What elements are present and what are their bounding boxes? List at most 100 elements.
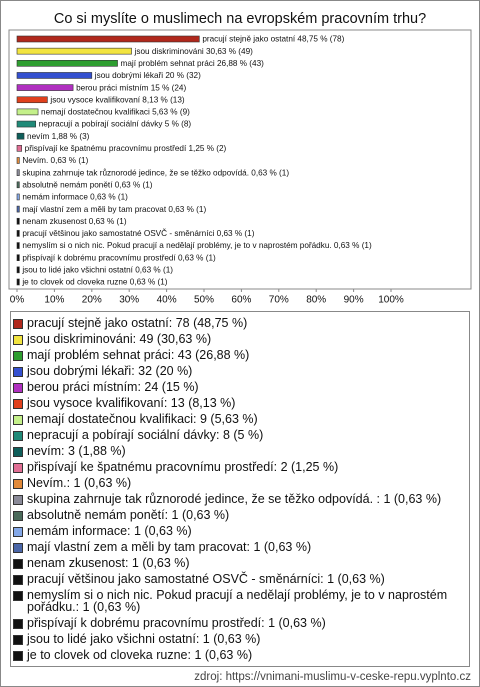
- legend-item: jsou to lidé jako všichni ostatní: 1 (0,…: [11, 633, 469, 645]
- x-tick-label: 40%: [157, 295, 177, 306]
- bar: [16, 217, 20, 225]
- legend-label: je to clovek od cloveka ruzne: 1 (0,63 %…: [27, 648, 253, 662]
- legend-swatch: [13, 399, 23, 409]
- data-label: nevím 1,88 % (3): [27, 132, 90, 141]
- plot-frame: [8, 29, 472, 290]
- legend-item: nemají dostatečnou kvalifikaci: 9 (5,63 …: [11, 413, 469, 425]
- legend-swatch: [13, 651, 23, 661]
- data-label: nemyslím si o nich nic. Pokud pracují a …: [22, 241, 372, 250]
- legend-swatch: [13, 527, 23, 537]
- legend-label: jsou vysoce kvalifikovaní: 13 (8,13 %): [27, 396, 236, 410]
- legend-swatch: [13, 351, 23, 361]
- legend-swatch: [13, 543, 23, 553]
- legend-swatch: [13, 479, 23, 489]
- x-tick-label: 20%: [82, 295, 102, 306]
- data-label: Nevím. 0,63 % (1): [22, 156, 88, 165]
- legend-item: nevím: 3 (1,88 %): [11, 445, 469, 457]
- legend-swatch: [13, 431, 23, 441]
- source: zdroj: https://vnimani-muslimu-v-ceske-r…: [194, 671, 471, 683]
- x-tick-label: 100%: [378, 295, 404, 306]
- legend-item: přispívají k dobrému pracovnímu prostřed…: [11, 617, 469, 629]
- legend-item: jsou vysoce kvalifikovaní: 13 (8,13 %): [11, 397, 469, 409]
- bar: [16, 205, 20, 213]
- legend-label: Nevím.: 1 (0,63 %): [27, 476, 132, 490]
- data-label: přispívají ke špatnému pracovnímu prostř…: [25, 144, 227, 153]
- legend-item: pracují stejně jako ostatní: 78 (48,75 %…: [11, 317, 469, 329]
- legend-label: jsou dobrými lékaři: 32 (20 %): [27, 364, 193, 378]
- bar: [16, 181, 20, 189]
- legend-label: absolutně nemám ponětí: 1 (0,63 %): [27, 508, 230, 522]
- legend-label: jsou diskriminováni: 49 (30,63 %): [27, 332, 212, 346]
- legend-label: skupina zahrnuje tak různorodé jedince, …: [27, 492, 442, 506]
- legend-swatch: [13, 619, 23, 629]
- legend-swatch: [13, 575, 23, 585]
- legend-item: jsou diskriminováni: 49 (30,63 %): [11, 333, 469, 345]
- bar: [16, 47, 132, 55]
- legend-item: pracují většinou jako samostatné OSVČ - …: [11, 573, 469, 585]
- legend-item: Nevím.: 1 (0,63 %): [11, 477, 469, 489]
- legend-item: skupina zahrnuje tak různorodé jedince, …: [11, 493, 469, 505]
- x-tick-label: 60%: [231, 295, 251, 306]
- legend-item: nepracují a pobírají sociální dávky: 8 (…: [11, 429, 469, 441]
- legend-item: mají vlastní zem a měli by tam pracovat:…: [11, 541, 469, 553]
- legend-label: nemám informace: 1 (0,63 %): [27, 524, 192, 538]
- data-label: nenam zkusenost 0,63 % (1): [22, 217, 126, 226]
- bar: [16, 145, 22, 152]
- legend: pracují stejně jako ostatní: 78 (48,75 %…: [10, 311, 470, 667]
- legend-label: nepracují a pobírají sociální dávky: 8 (…: [27, 428, 264, 442]
- bar: [16, 108, 39, 116]
- legend-label: přispívají k dobrému pracovnímu prostřed…: [27, 616, 326, 630]
- bar: [16, 242, 20, 249]
- data-label: nemají dostatečnou kvalifikaci 5,63 % (9…: [41, 108, 190, 117]
- x-tick-label: 30%: [119, 295, 139, 306]
- legend-swatch: [13, 415, 23, 425]
- x-tick-label: 80%: [306, 295, 326, 306]
- legend-item: jsou dobrými lékaři: 32 (20 %): [11, 365, 469, 377]
- bar: [16, 59, 118, 67]
- chart: Co si myslíte o muslimech na evropském p…: [8, 11, 472, 306]
- legend-label: berou práci místním: 24 (15 %): [27, 380, 199, 394]
- legend-swatch: [13, 367, 23, 377]
- bar: [16, 193, 20, 201]
- legend-item: je to clovek od cloveka ruzne: 1 (0,63 %…: [11, 649, 469, 661]
- data-label: přispívají k dobrému pracovnímu prostřed…: [22, 253, 216, 262]
- bar: [16, 96, 48, 104]
- data-label: jsou vysoce kvalifikovaní 8,13 % (13): [49, 95, 185, 104]
- data-label: absolutně nemám ponětí 0,63 % (1): [22, 180, 152, 189]
- data-label: nepracují a pobírají sociální dávky 5 % …: [39, 120, 192, 129]
- bar: [16, 266, 20, 274]
- bar: [16, 72, 93, 79]
- data-label: je to clovek od cloveka ruzne 0,63 % (1): [21, 278, 167, 287]
- x-tick-label: 90%: [344, 295, 364, 306]
- x-tick-label: 70%: [269, 295, 289, 306]
- legend-label: pracují stejně jako ostatní: 78 (48,75 %…: [27, 316, 248, 330]
- legend-swatch: [13, 495, 23, 505]
- legend-label: nevím: 3 (1,88 %): [27, 444, 126, 458]
- x-tick-label: 0%: [10, 295, 25, 306]
- data-label: jsou to lidé jako všichni ostatní 0,63 %…: [21, 266, 173, 275]
- legend-item: berou práci místním: 24 (15 %): [11, 381, 469, 393]
- x-tick-label: 10%: [44, 295, 64, 306]
- legend-swatch: [13, 447, 23, 457]
- data-label: pracují stejně jako ostatní 48,75 % (78): [202, 35, 344, 44]
- legend-label: mají problém sehnat práci: 43 (26,88 %): [27, 348, 250, 362]
- data-label: nemám informace 0,63 % (1): [22, 193, 128, 202]
- data-label: pracují většinou jako samostatné OSVČ - …: [22, 228, 254, 238]
- legend-label: přispívají ke špatnému pracovnímu prostř…: [27, 460, 339, 474]
- chart-title: Co si myslíte o muslimech na evropském p…: [54, 11, 426, 27]
- bar: [16, 169, 20, 176]
- legend-item: přispívají ke špatnému pracovnímu prostř…: [11, 461, 469, 473]
- bar: [16, 35, 200, 43]
- legend-item: mají problém sehnat práci: 43 (26,88 %): [11, 349, 469, 361]
- bar: [16, 132, 25, 140]
- legend-label: jsou to lidé jako všichni ostatní: 1 (0,…: [27, 632, 261, 646]
- legend-item: nemám informace: 1 (0,63 %): [11, 525, 469, 537]
- bar: [16, 254, 20, 261]
- legend-label: nenam zkusenost: 1 (0,63 %): [27, 556, 190, 570]
- legend-item: nemyslím si o nich nic. Pokud pracují a …: [11, 589, 469, 613]
- data-label: jsou diskriminováni 30,63 % (49): [134, 47, 254, 56]
- data-label: jsou dobrými lékaři 20 % (32): [94, 71, 201, 80]
- bar: [16, 230, 20, 237]
- legend-swatch: [13, 463, 23, 473]
